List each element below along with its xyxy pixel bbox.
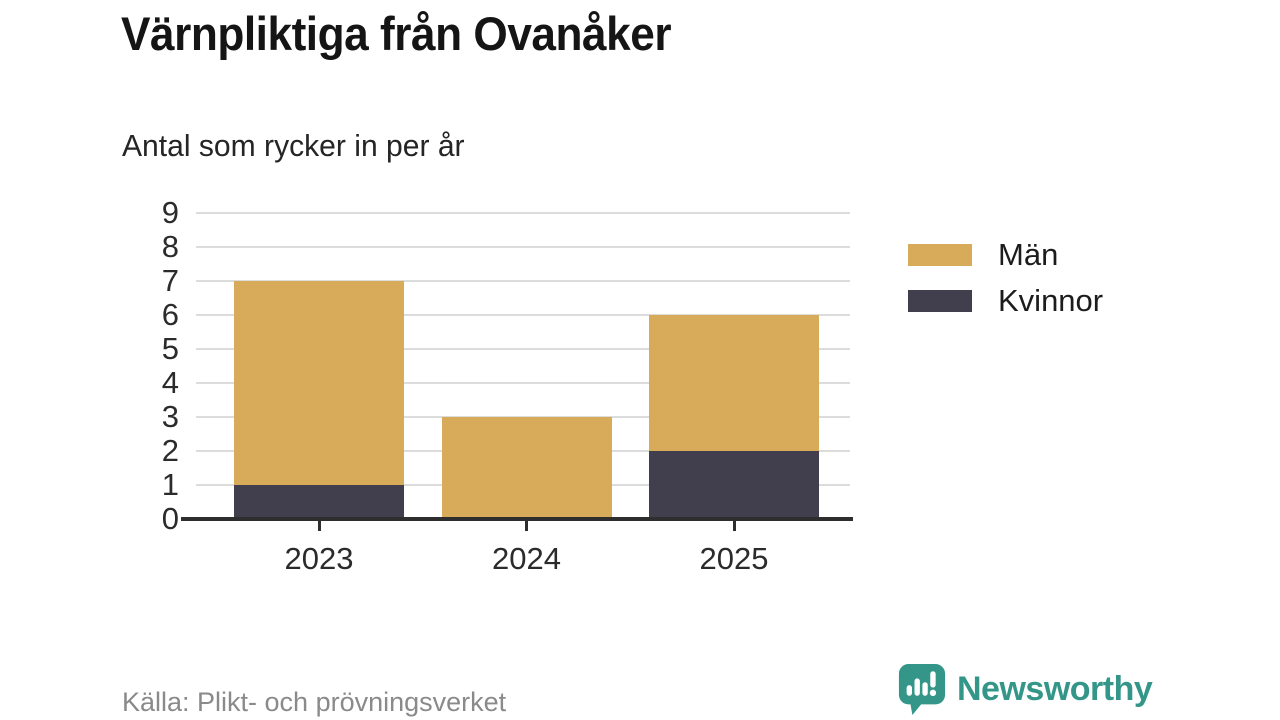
- legend-swatch-women-icon: [908, 290, 972, 312]
- x-axis-tick-label: 2025: [699, 541, 769, 576]
- y-axis-tick-label: 2: [161, 433, 179, 468]
- x-axis-tick: [732, 521, 736, 531]
- legend-item-men: Män: [908, 237, 1103, 272]
- chart-title: Värnpliktiga från Ovanåker: [121, 7, 672, 60]
- y-axis-tick-label: 4: [161, 365, 179, 400]
- gridline: [196, 280, 850, 282]
- legend: Män Kvinnor: [908, 237, 1104, 318]
- source-note: Källa: Plikt- och prövningsverket: [122, 687, 507, 717]
- x-axis-tick-label: 2023: [284, 541, 354, 576]
- y-axis-tick-label: 6: [161, 297, 179, 332]
- gridline: [196, 212, 850, 214]
- bar-segment: [234, 485, 404, 519]
- newsworthy-icon: [898, 664, 946, 715]
- gridline: [196, 382, 850, 384]
- y-axis-tick-label: 0: [161, 501, 179, 536]
- x-axis-tick-label: 2024: [492, 541, 561, 576]
- gridline: [196, 246, 850, 248]
- y-axis-tick-label: 1: [161, 467, 179, 502]
- y-axis-tick-label: 8: [161, 229, 179, 264]
- bar-segment: [441, 417, 612, 519]
- legend-label-men: Män: [998, 237, 1059, 272]
- bar-segment: [234, 281, 404, 485]
- legend-label-women: Kvinnor: [998, 283, 1104, 318]
- bar-segment: [649, 451, 819, 519]
- x-axis-line: [181, 517, 853, 521]
- legend-swatch-men-icon: [908, 244, 972, 266]
- legend-item-women: Kvinnor: [908, 283, 1104, 318]
- newsworthy-logo: Newsworthy: [897, 662, 1153, 716]
- gridline: [196, 314, 850, 316]
- gridline: [196, 348, 850, 350]
- y-axis-tick-label: 3: [161, 399, 179, 434]
- y-axis-tick-label: 7: [161, 263, 179, 298]
- x-axis-tick: [525, 521, 528, 531]
- y-axis-tick-label: 9: [161, 195, 179, 230]
- brand-name: Newsworthy: [957, 669, 1153, 708]
- y-axis-tick-label: 5: [161, 331, 179, 366]
- x-axis-tick: [317, 521, 321, 531]
- bar-segment: [649, 315, 819, 451]
- chart-subtitle: Antal som rycker in per år: [122, 128, 465, 163]
